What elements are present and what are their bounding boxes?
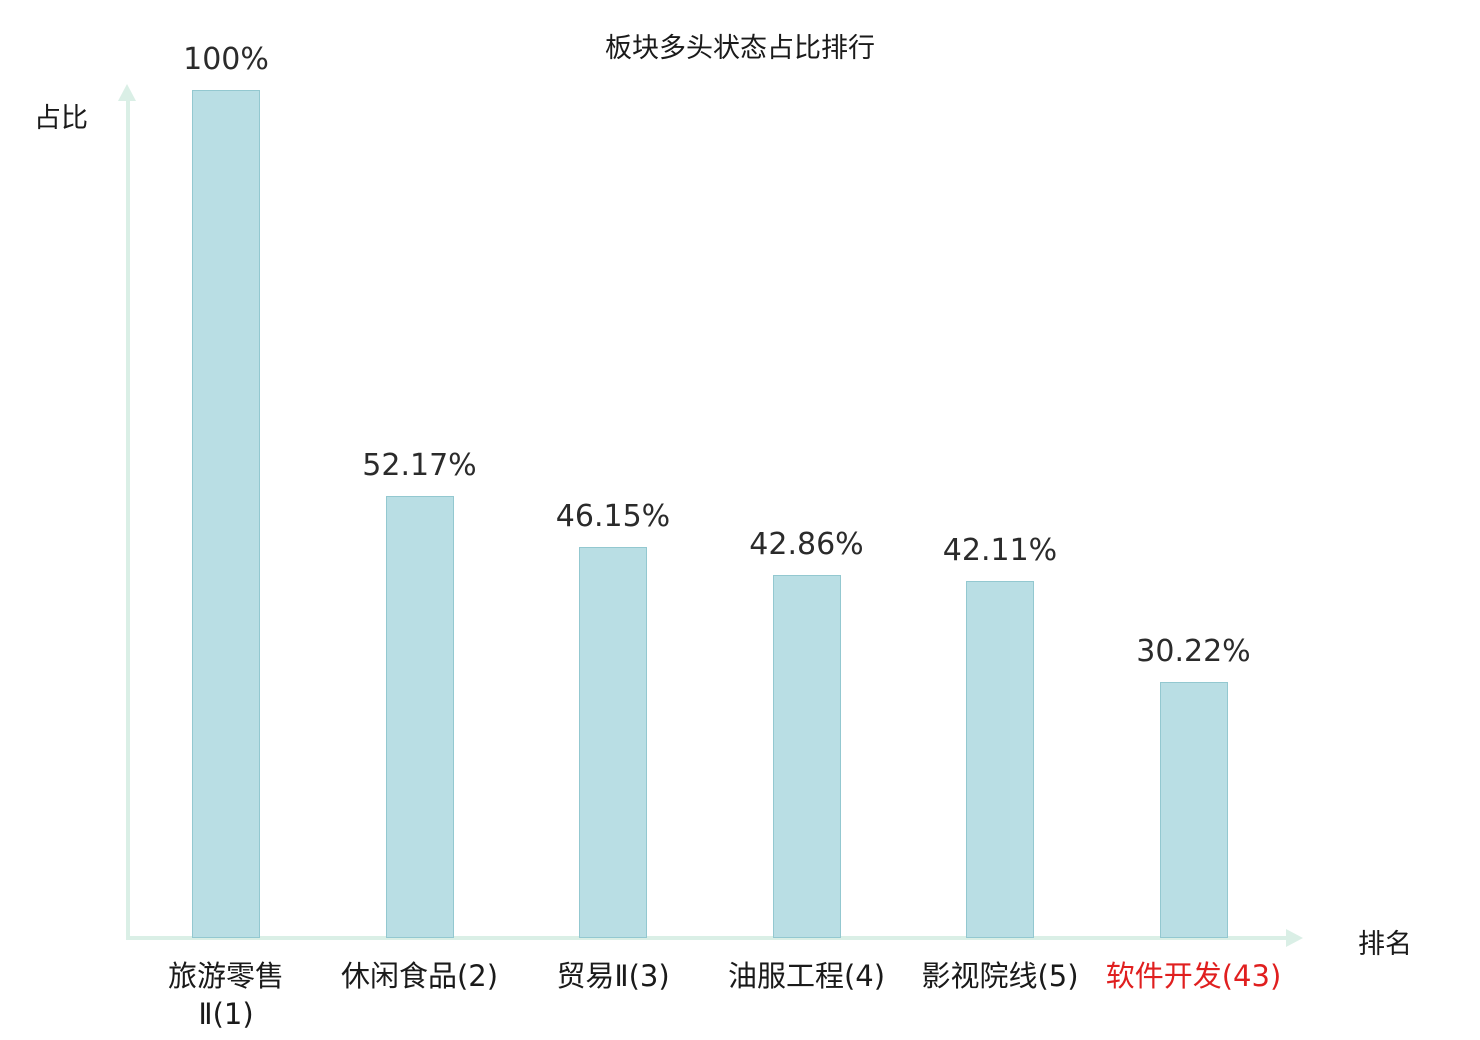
y-axis-arrow-icon	[118, 84, 136, 101]
bar	[772, 575, 841, 938]
bar-value-label: 42.86%	[749, 527, 864, 562]
bar-value-label: 100%	[183, 42, 269, 77]
bar	[1159, 682, 1228, 938]
bar-value-label: 30.22%	[1136, 634, 1251, 669]
bar	[385, 496, 454, 938]
x-axis-label: 排名	[1358, 929, 1412, 960]
bar-category-label: 软件开发(43)	[1105, 959, 1282, 993]
bar-category-label: 贸易Ⅱ(3)	[556, 959, 670, 993]
bar	[579, 547, 647, 938]
bar	[966, 581, 1034, 938]
bar-value-label: 46.15%	[555, 499, 671, 534]
bar-category-label: 油服工程(4)	[727, 959, 886, 993]
x-axis-arrow-icon	[1286, 929, 1303, 947]
x-axis-line	[128, 936, 1288, 940]
bar-category-label: 旅游零售 Ⅱ(1)	[167, 959, 284, 1031]
bar-category-label: 休闲食品(2)	[340, 959, 499, 993]
chart-title: 板块多头状态占比排行	[605, 33, 875, 64]
y-axis-line	[126, 100, 130, 940]
bar	[192, 90, 260, 938]
y-axis-label: 占比	[34, 103, 88, 134]
bar-category-label: 影视院线(5)	[921, 959, 1079, 993]
bar-value-label: 42.11%	[942, 533, 1058, 568]
bar-value-label: 52.17%	[362, 448, 477, 483]
